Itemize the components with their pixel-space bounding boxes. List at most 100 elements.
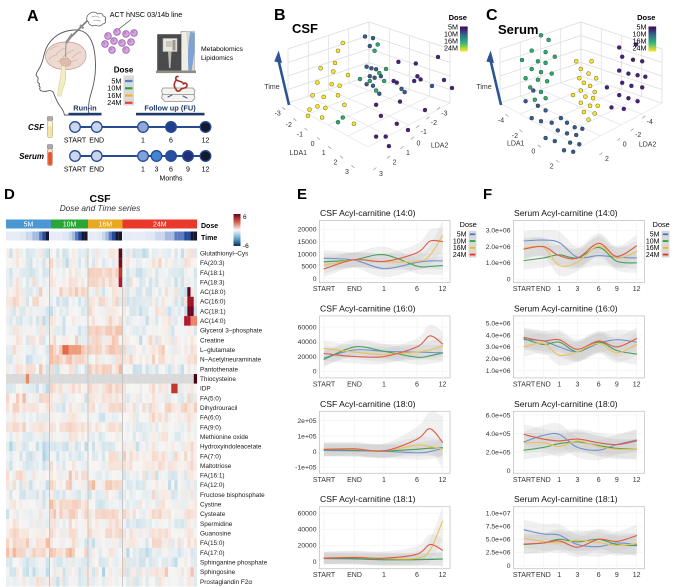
svg-text:1.0e+07: 1.0e+07: [486, 510, 511, 517]
svg-text:3: 3: [576, 572, 580, 579]
svg-text:LDA2: LDA2: [639, 142, 657, 149]
svg-text:6: 6: [415, 572, 419, 579]
svg-text:0: 0: [313, 276, 317, 283]
svg-text:6: 6: [169, 138, 173, 145]
svg-text:Serum Acyl-carnitine (18:1): Serum Acyl-carnitine (18:1): [514, 494, 618, 504]
svg-text:24M: 24M: [633, 44, 647, 53]
svg-text:CSF Acyl-carnitine (14:0): CSF Acyl-carnitine (14:0): [320, 208, 416, 218]
svg-text:0: 0: [313, 369, 317, 376]
svg-text:5M: 5M: [111, 76, 121, 85]
svg-text:16M: 16M: [646, 245, 660, 252]
svg-text:END: END: [347, 286, 362, 293]
svg-text:LDA1: LDA1: [507, 141, 525, 148]
svg-text:Glutathionyl–Cys: Glutathionyl–Cys: [200, 250, 248, 257]
svg-text:60000: 60000: [298, 324, 317, 331]
svg-text:Glycerol 3–phosphate: Glycerol 3–phosphate: [200, 328, 263, 335]
svg-text:Sphingosine: Sphingosine: [200, 569, 236, 576]
svg-text:12: 12: [439, 572, 447, 579]
svg-text:END: END: [536, 572, 551, 579]
svg-text:0: 0: [416, 140, 420, 147]
svg-text:START: START: [513, 572, 536, 579]
svg-text:3: 3: [576, 477, 580, 484]
svg-text:1: 1: [557, 572, 561, 579]
svg-text:24M: 24M: [107, 98, 121, 107]
svg-text:Run-in: Run-in: [73, 104, 97, 113]
svg-text:16M: 16M: [453, 245, 467, 252]
svg-text:1: 1: [141, 138, 145, 145]
svg-text:CSF Acyl-carnitine (18:0): CSF Acyl-carnitine (18:0): [320, 399, 416, 409]
svg-text:END: END: [536, 477, 551, 484]
svg-text:Serum: Serum: [19, 152, 44, 161]
svg-text:Serum: Serum: [498, 22, 538, 37]
svg-text:ACT hNSC 03/14b line: ACT hNSC 03/14b line: [110, 10, 183, 19]
svg-text:0: 0: [507, 277, 511, 284]
svg-text:24M: 24M: [153, 222, 167, 229]
svg-text:END: END: [89, 138, 104, 145]
svg-text:1: 1: [557, 286, 561, 293]
svg-text:9: 9: [615, 572, 619, 579]
svg-text:9: 9: [615, 286, 619, 293]
svg-text:-1e+05: -1e+05: [295, 464, 317, 471]
svg-text:-2: -2: [431, 120, 437, 127]
svg-text:START: START: [513, 286, 536, 293]
svg-text:Hydroxyindoleacetate: Hydroxyindoleacetate: [200, 444, 262, 451]
svg-text:Time: Time: [264, 84, 279, 91]
svg-text:FA(9:0): FA(9:0): [200, 424, 221, 431]
svg-text:0: 0: [623, 142, 627, 149]
svg-text:FA(18:1): FA(18:1): [200, 270, 225, 277]
svg-text:6: 6: [597, 381, 601, 388]
svg-text:START: START: [313, 572, 336, 579]
svg-text:START: START: [513, 477, 536, 484]
svg-text:10000: 10000: [298, 251, 317, 258]
svg-text:END: END: [89, 167, 104, 174]
svg-text:10M: 10M: [633, 29, 647, 38]
svg-text:-3: -3: [275, 111, 281, 118]
svg-text:0: 0: [313, 559, 317, 566]
svg-text:-1: -1: [297, 131, 303, 138]
svg-text:LDA1: LDA1: [290, 150, 308, 157]
svg-text:3: 3: [155, 167, 159, 174]
svg-text:6.0e+05: 6.0e+05: [486, 412, 511, 419]
svg-text:3.0e+06: 3.0e+06: [486, 344, 511, 351]
svg-text:9: 9: [186, 167, 190, 174]
svg-text:CSF Acyl-carnitine (16:0): CSF Acyl-carnitine (16:0): [320, 303, 416, 313]
svg-text:-2: -2: [512, 133, 518, 140]
svg-text:12: 12: [633, 286, 641, 293]
svg-text:12: 12: [633, 381, 641, 388]
svg-text:Serum Acyl-carnitine (16:0): Serum Acyl-carnitine (16:0): [514, 303, 618, 313]
svg-text:Fructose bisphosphate: Fructose bisphosphate: [200, 492, 265, 499]
svg-text:Time: Time: [476, 84, 491, 91]
svg-text:0: 0: [311, 141, 315, 148]
svg-text:20000: 20000: [298, 354, 317, 361]
svg-text:6: 6: [597, 286, 601, 293]
svg-text:Dihydrouracil: Dihydrouracil: [200, 405, 237, 412]
svg-text:1: 1: [322, 150, 326, 157]
svg-text:FA(12:0): FA(12:0): [200, 482, 225, 489]
svg-text:FA(5:0): FA(5:0): [200, 395, 221, 402]
svg-text:1: 1: [382, 477, 386, 484]
svg-text:24M: 24M: [646, 252, 660, 259]
svg-text:Dose and Time series: Dose and Time series: [60, 203, 141, 213]
svg-text:2.5e+06: 2.5e+06: [486, 550, 511, 557]
svg-text:1.0e+06: 1.0e+06: [486, 368, 511, 375]
svg-text:-1: -1: [421, 129, 427, 136]
svg-text:12: 12: [439, 477, 447, 484]
svg-text:Follow up (FU): Follow up (FU): [144, 104, 196, 113]
svg-text:CSF Acyl-carnitine (18:1): CSF Acyl-carnitine (18:1): [320, 494, 416, 504]
svg-text:2.0e+06: 2.0e+06: [486, 356, 511, 363]
svg-text:24M: 24M: [444, 44, 458, 53]
svg-text:Prostaglandin F2α: Prostaglandin F2α: [200, 579, 252, 586]
svg-text:Dose: Dose: [114, 66, 134, 75]
svg-text:F: F: [483, 186, 492, 203]
svg-text:Dose: Dose: [460, 220, 477, 229]
svg-text:N–Acetylneuraminate: N–Acetylneuraminate: [200, 357, 262, 364]
svg-text:Methionine oxide: Methionine oxide: [200, 434, 249, 441]
svg-text:5000: 5000: [301, 264, 316, 271]
svg-text:2.0e+06: 2.0e+06: [486, 244, 511, 251]
svg-text:2: 2: [334, 159, 338, 166]
svg-text:END: END: [347, 381, 362, 388]
svg-text:2e+05: 2e+05: [297, 418, 316, 425]
svg-text:FA(20:3): FA(20:3): [200, 260, 225, 267]
svg-text:20000: 20000: [298, 543, 317, 550]
svg-text:0: 0: [531, 148, 535, 155]
